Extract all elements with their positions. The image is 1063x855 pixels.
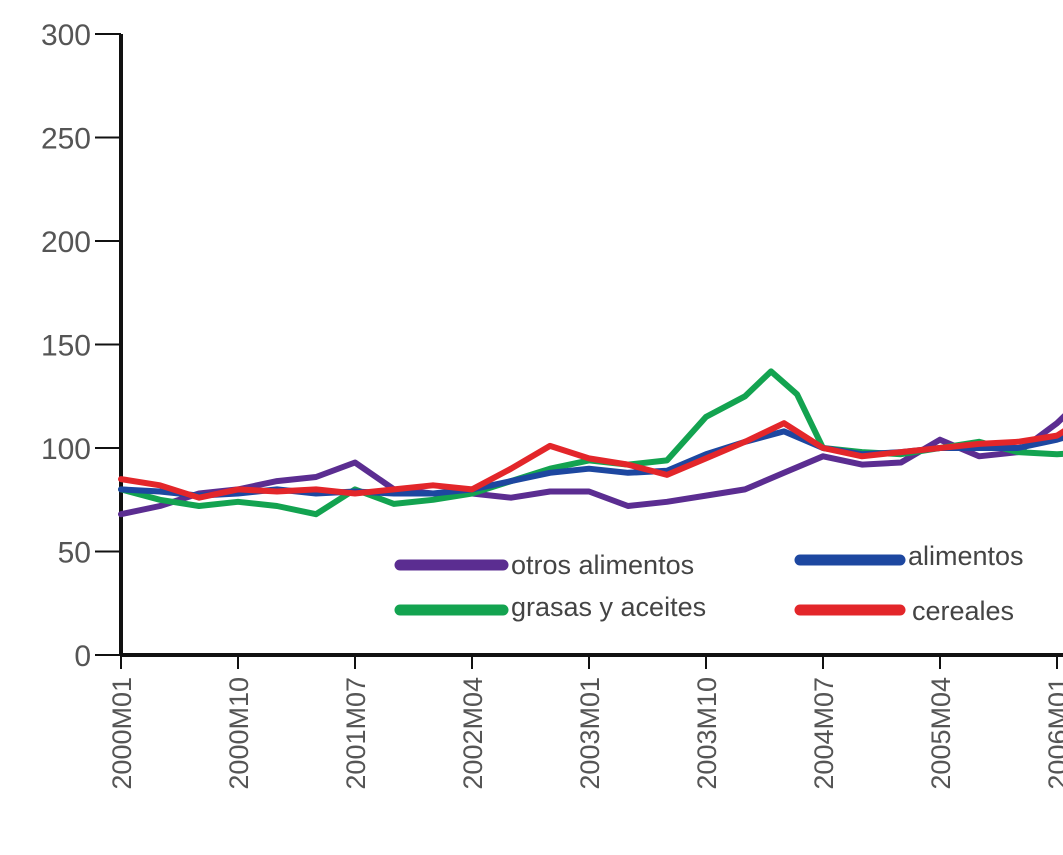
x-tick-label: 2005M04 [926,677,956,790]
legend: otros alimentos alimentos grasas y aceites… [388,540,1063,648]
y-tick-label: 0 [74,640,91,673]
y-tick-label: 200 [41,226,91,259]
legend-background [388,540,1063,648]
y-axis: 0 50 100 150 200 250 300 [41,19,123,673]
legend-label-otros-alimentos: otros alimentos [511,550,694,580]
x-tick-label: 2001M07 [341,677,371,790]
legend-label-cereales: cereales [912,596,1014,626]
x-tick-label: 2006M01 [1043,677,1063,790]
x-tick-label: 2003M10 [692,677,722,790]
legend-label-grasas-y-aceites: grasas y aceites [511,592,706,622]
y-tick-label: 100 [41,433,91,466]
series-line-cereales [118,420,1063,501]
x-axis: 2000M01 2000M10 2001M07 2002M04 2003M01 2003M… [107,653,1063,790]
y-tick-label: 50 [58,537,91,570]
x-tick-label: 2000M10 [224,677,254,790]
y-tick-label: 250 [41,123,91,156]
series-line-otros-alimentos [118,413,1063,518]
series-layer [118,368,1063,518]
x-tick-label: 2003M01 [575,677,605,790]
legend-label-alimentos: alimentos [908,541,1024,571]
x-tick-label: 2000M01 [107,677,137,790]
y-tick-label: 150 [41,330,91,363]
y-tick-label: 300 [41,19,91,52]
x-tick-label: 2004M07 [809,677,839,790]
x-tick-label: 2002M04 [458,677,488,790]
